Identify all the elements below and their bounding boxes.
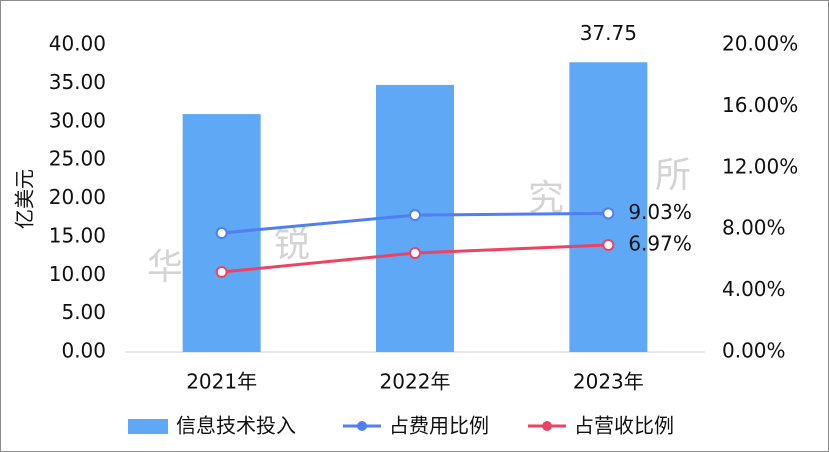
legend-marker bbox=[357, 421, 367, 431]
watermark: 华 bbox=[147, 247, 183, 288]
x-tick-label: 2021年 bbox=[186, 370, 257, 394]
line-marker bbox=[602, 207, 615, 220]
legend-marker bbox=[542, 421, 552, 431]
y-axis-label: 亿美元 bbox=[13, 169, 37, 229]
x-tick-label: 2022年 bbox=[380, 370, 451, 394]
y-tick-label: 15.00 bbox=[49, 223, 106, 247]
legend-label: 信息技术投入 bbox=[176, 414, 296, 438]
legend-swatch bbox=[128, 419, 168, 434]
line-marker bbox=[409, 246, 421, 259]
line-marker bbox=[602, 239, 615, 252]
watermark: 究 bbox=[528, 178, 564, 219]
y-tick-label: 10.00 bbox=[49, 262, 106, 286]
legend-label: 占营收比例 bbox=[574, 414, 674, 438]
data-label: 6.97% bbox=[628, 232, 692, 256]
y2-tick-label: 16.00% bbox=[722, 93, 798, 117]
y2-tick-label: 4.00% bbox=[722, 277, 786, 301]
data-label: 37.75 bbox=[580, 21, 637, 45]
y2-tick-label: 20.00% bbox=[722, 32, 798, 56]
y-tick-label: 0.00 bbox=[61, 339, 106, 363]
y-tick-label: 40.00 bbox=[49, 32, 106, 56]
watermark: 所 bbox=[655, 155, 691, 196]
y2-tick-label: 12.00% bbox=[722, 154, 798, 178]
line-marker bbox=[215, 227, 228, 240]
y-tick-label: 35.00 bbox=[49, 70, 106, 94]
y2-tick-label: 8.00% bbox=[722, 216, 786, 240]
y2-tick-label: 0.00% bbox=[722, 339, 786, 363]
x-tick-label: 2023年 bbox=[573, 370, 644, 394]
y-tick-label: 25.00 bbox=[49, 147, 106, 171]
bar bbox=[569, 62, 648, 353]
watermark: 锐 bbox=[274, 224, 310, 265]
data-label: 9.03% bbox=[628, 200, 692, 224]
y-tick-label: 5.00 bbox=[61, 300, 106, 324]
y-tick-label: 30.00 bbox=[49, 108, 106, 132]
legend-label: 占费用比例 bbox=[389, 414, 489, 438]
y-tick-label: 20.00 bbox=[49, 185, 106, 209]
line-marker bbox=[215, 266, 228, 279]
line-marker bbox=[409, 209, 421, 222]
